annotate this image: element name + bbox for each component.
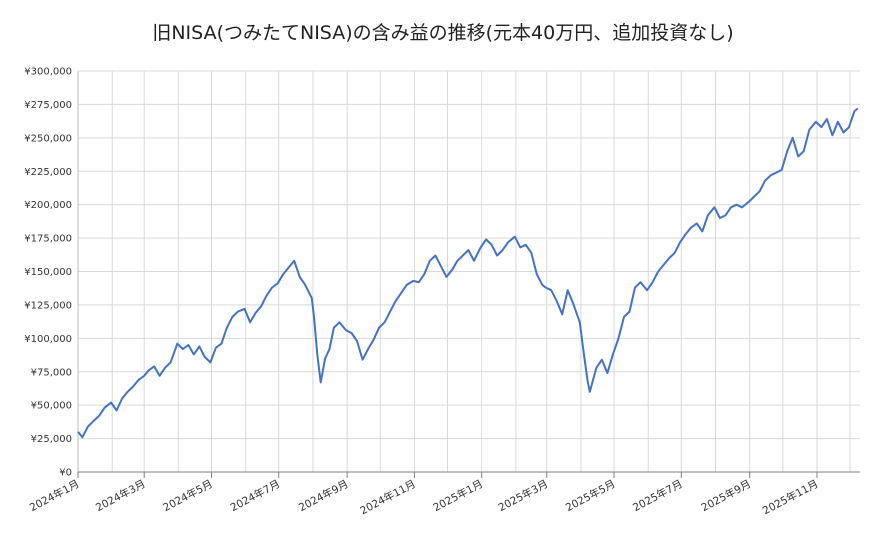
y-tick-label: ¥250,000 (24, 133, 72, 144)
y-tick-label: ¥125,000 (24, 300, 72, 311)
x-tick-label: 2025年11月 (760, 477, 820, 517)
x-tick-label: 2025年1月 (431, 477, 485, 514)
axes (77, 71, 860, 478)
x-tick-label: 2024年11月 (358, 477, 418, 517)
series-lines (77, 107, 859, 439)
y-tick-label: ¥25,000 (31, 434, 72, 445)
chart-title: 旧NISA(つみたてNISA)の含み益の推移(元本40万円、追加投資なし) (152, 22, 734, 44)
x-tick-label: 2025年5月 (563, 477, 617, 514)
y-tick-label: ¥300,000 (24, 67, 72, 78)
x-tick-label: 2025年3月 (496, 477, 550, 514)
x-tick-label: 2025年9月 (699, 477, 753, 514)
x-tick-label: 2024年1月 (27, 477, 81, 514)
y-tick-label: ¥150,000 (24, 267, 72, 278)
y-tick-label: ¥275,000 (24, 100, 72, 111)
y-tick-label: ¥75,000 (31, 367, 72, 378)
y-tick-label: ¥0 (59, 468, 72, 479)
x-axis-tick-labels: 2024年1月 2024年3月 2024年5月 2024年7月 2024年9月 2024年… (27, 477, 820, 517)
series-line (77, 107, 859, 439)
x-tick-label: 2024年7月 (228, 477, 282, 514)
x-tick-label: 2024年3月 (93, 477, 147, 514)
y-tick-label: ¥200,000 (24, 200, 72, 211)
x-tick-label: 2024年5月 (161, 477, 215, 514)
x-tick-label: 2025年7月 (631, 477, 685, 514)
x-tick-label: 2024年9月 (296, 477, 350, 514)
y-tick-label: ¥175,000 (24, 234, 72, 245)
y-tick-label: ¥50,000 (31, 401, 72, 412)
gridlines (78, 70, 860, 472)
y-tick-label: ¥100,000 (24, 334, 72, 345)
y-tick-label: ¥225,000 (24, 167, 72, 178)
y-axis-tick-labels: ¥0 ¥25,000 ¥50,000 ¥75,000 ¥100,000 ¥125,000 ¥… (24, 67, 72, 479)
